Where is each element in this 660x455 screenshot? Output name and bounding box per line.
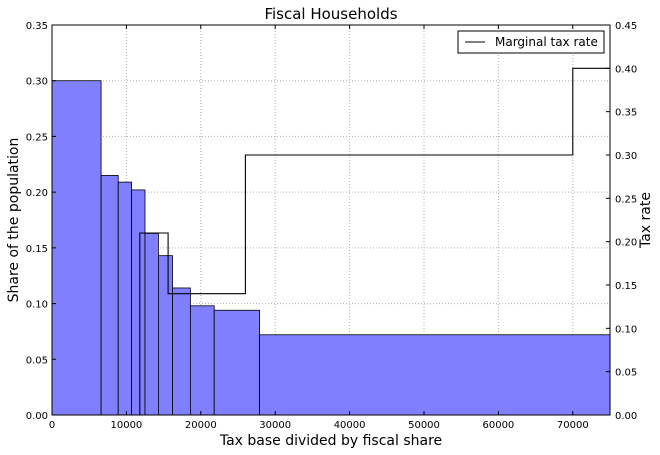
- y-tick-label: 0.05: [26, 355, 48, 366]
- x-tick-label: 0: [49, 420, 55, 431]
- y-tick-label: 0.00: [26, 411, 48, 422]
- y-tick-label: 0.25: [26, 132, 48, 143]
- legend: Marginal tax rate: [457, 30, 605, 54]
- bar-3: [131, 189, 146, 416]
- x-tick-label: 60000: [482, 420, 514, 431]
- bar-2: [117, 181, 133, 416]
- x-axis-title: Tax base divided by fiscal share: [219, 433, 442, 449]
- tax-rate-line-layer: [52, 67, 610, 416]
- legend-box: [457, 30, 605, 54]
- bar-1: [100, 175, 119, 416]
- y2-tick-label: 0.45: [615, 21, 637, 32]
- y-axis-title: Share of the population: [6, 138, 22, 303]
- plot-frame: [51, 24, 611, 416]
- x-tick-label: 40000: [334, 420, 366, 431]
- x-tick-label: 20000: [185, 420, 217, 431]
- y-axis-left: 0.00 0.05 0.10 0.15 0.20 0.25 0.30 0.35: [26, 21, 56, 422]
- bars: [51, 80, 611, 416]
- y2-tick-label: 0.35: [615, 108, 637, 119]
- y-tick-label: 0.15: [26, 244, 48, 255]
- y2-tick-label: 0.20: [615, 238, 637, 249]
- chart-title: Fiscal Households: [264, 5, 397, 23]
- bar-9: [259, 334, 611, 416]
- bar-6: [172, 287, 191, 416]
- y2-tick-label: 0.25: [615, 194, 637, 205]
- x-tick-label: 50000: [408, 420, 440, 431]
- y-tick-label: 0.35: [26, 21, 48, 32]
- y2-tick-label: 0.40: [615, 64, 637, 75]
- y2-tick-label: 0.05: [615, 368, 637, 379]
- y-tick-label: 0.20: [26, 188, 48, 199]
- y-axis-right: 0.00 0.05 0.10 0.15 0.20 0.25 0.30 0.35 0.40 0.45: [606, 21, 637, 422]
- bar-0: [51, 80, 102, 416]
- bar-5: [157, 255, 173, 416]
- y2-axis-title: Tax rate: [638, 192, 654, 249]
- y2-tick-label: 0.00: [615, 411, 637, 422]
- y-tick-label: 0.30: [26, 77, 48, 88]
- x-tick-label: 10000: [110, 420, 142, 431]
- y2-tick-label: 0.10: [615, 324, 637, 335]
- bar-8: [213, 309, 260, 416]
- bar-4: [144, 232, 159, 416]
- y2-tick-label: 0.30: [615, 151, 637, 162]
- x-tick-label: 70000: [557, 420, 589, 431]
- bar-7: [189, 305, 215, 416]
- y2-tick-label: 0.15: [615, 281, 637, 292]
- x-tick-label: 30000: [259, 420, 291, 431]
- series-line-0: [52, 67, 610, 416]
- y-tick-label: 0.10: [26, 300, 48, 311]
- legend-label-marginal-tax-rate: Marginal tax rate: [495, 35, 598, 49]
- x-axis: 0 10000 20000 30000 40000 50000 60000 70000: [49, 25, 589, 431]
